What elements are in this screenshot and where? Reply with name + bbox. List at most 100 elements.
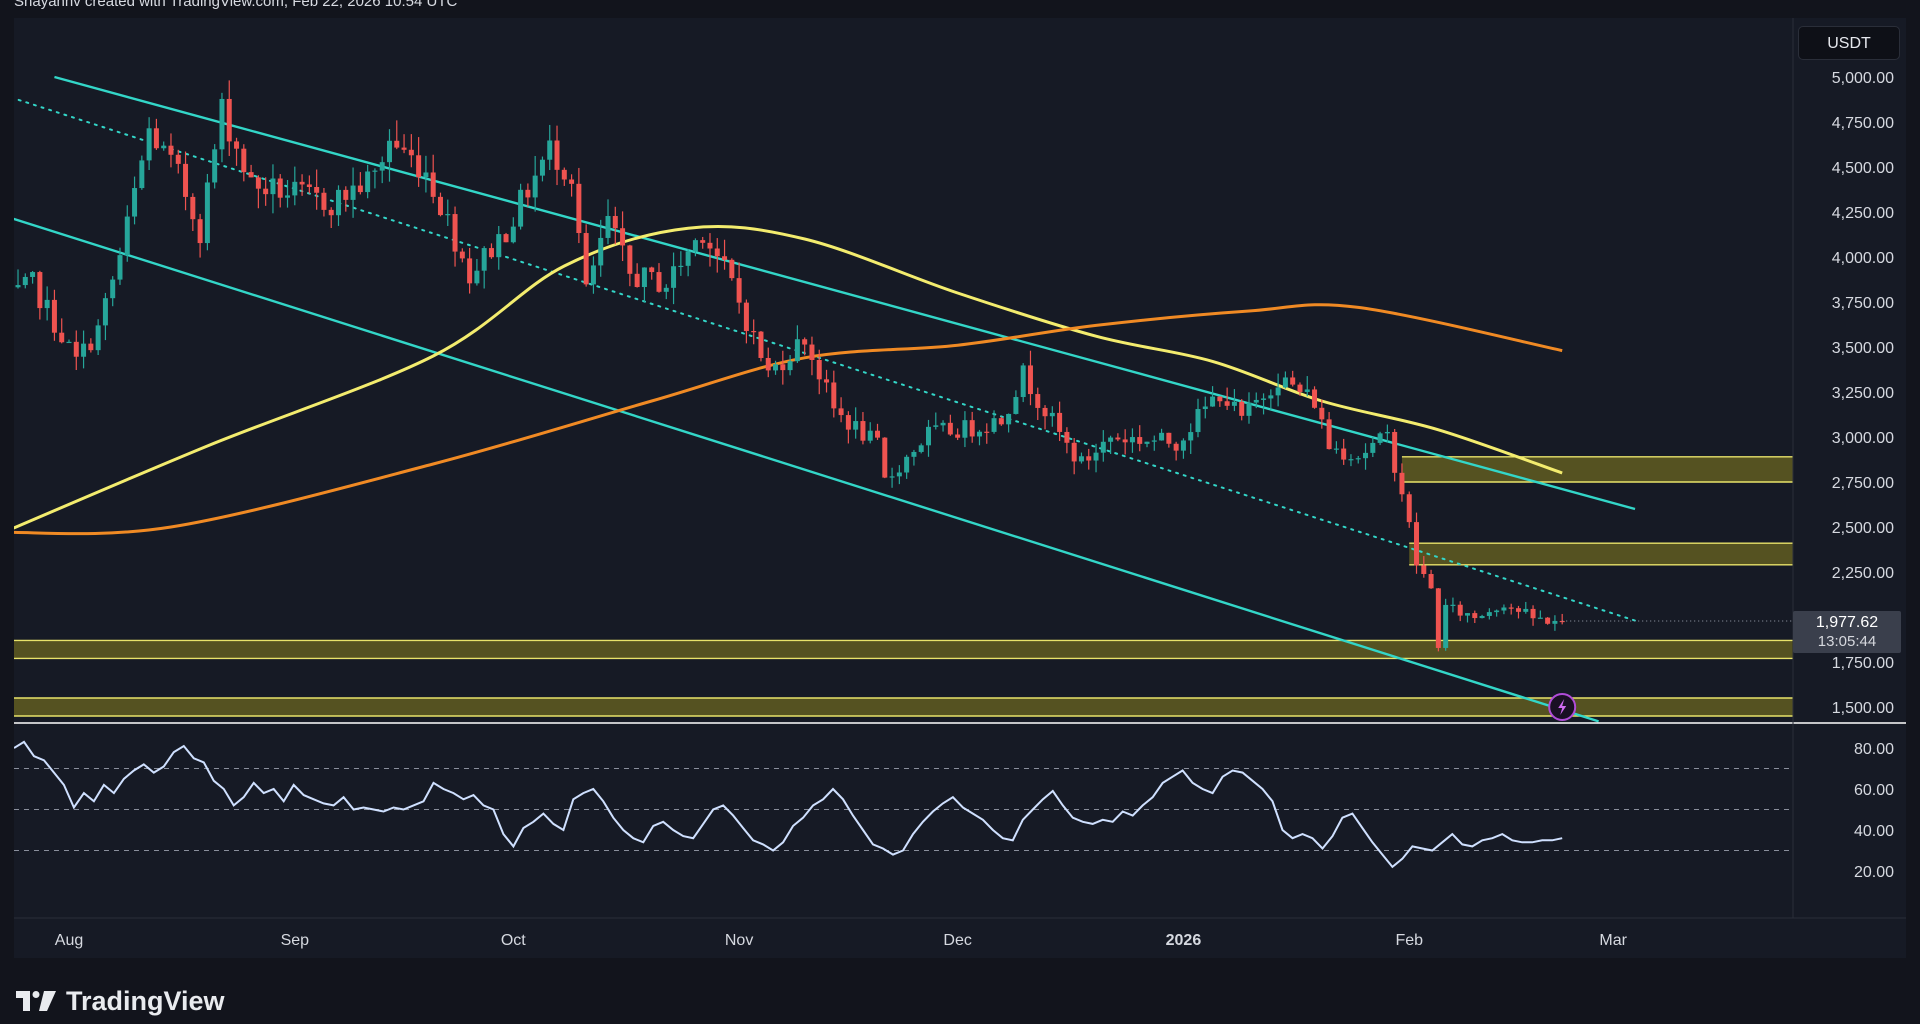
candle-body	[102, 298, 108, 326]
candle-body	[401, 147, 407, 150]
candle	[539, 156, 545, 182]
candle	[197, 213, 203, 258]
candle-body	[955, 434, 961, 438]
candle-body	[962, 420, 968, 438]
candle	[1312, 386, 1318, 409]
price-tick-label: 3,250.00	[1832, 385, 1894, 402]
candle	[1377, 431, 1383, 446]
candle	[882, 437, 888, 479]
rsi-tick-label: 40.00	[1854, 823, 1894, 840]
candle-body	[532, 175, 538, 198]
candle-body	[1100, 441, 1106, 453]
candle	[1326, 412, 1332, 450]
candle-body	[81, 343, 87, 357]
candle-body	[336, 189, 342, 216]
candle-body	[729, 259, 735, 279]
price-tick-label: 4,750.00	[1832, 115, 1894, 132]
tradingview-logo[interactable]: TradingView	[14, 984, 225, 1018]
candle	[365, 164, 371, 199]
candle	[758, 330, 764, 362]
candle-body	[190, 196, 196, 220]
time-tick-label: Oct	[501, 932, 526, 949]
candle-body	[605, 215, 611, 238]
candle-body	[1282, 377, 1288, 388]
candle	[816, 349, 822, 395]
candle	[634, 263, 640, 288]
candle-body	[1515, 608, 1521, 612]
candle	[1151, 435, 1157, 451]
candle	[285, 179, 291, 208]
candle	[1253, 392, 1259, 409]
candle-body	[153, 128, 159, 149]
candle	[314, 169, 320, 210]
candle	[700, 236, 706, 249]
tradingview-logo-icon	[16, 991, 56, 1011]
candle-body	[1326, 419, 1332, 450]
candle-body	[1377, 433, 1383, 443]
candle	[554, 125, 560, 186]
candle-body	[1115, 437, 1121, 440]
candle-body	[226, 98, 232, 142]
candle-body	[1552, 620, 1558, 624]
candle	[736, 262, 742, 314]
candle	[911, 449, 917, 466]
candle	[569, 174, 575, 197]
candle	[561, 167, 567, 186]
candle	[845, 411, 851, 444]
candle-body	[416, 155, 422, 178]
candle-body	[1399, 472, 1405, 495]
candle-body	[1530, 608, 1536, 619]
time-tick-label: Nov	[725, 932, 753, 949]
candle-body	[183, 163, 189, 197]
candle	[1515, 605, 1521, 619]
chart-panel[interactable]: 5,000.00 4,750.00 4,500.00 4,250.00 4,000.00…	[14, 18, 1906, 958]
candle	[263, 177, 269, 206]
candle-body	[1064, 431, 1070, 443]
candle	[1341, 438, 1347, 465]
currency-selector[interactable]: USDT	[1798, 26, 1900, 60]
candle-body	[1108, 437, 1114, 442]
time-tick-label: Mar	[1599, 932, 1627, 949]
candle	[255, 175, 261, 209]
candle	[1078, 452, 1084, 464]
candle	[598, 219, 604, 277]
candle-body	[204, 182, 210, 244]
candle	[328, 207, 334, 229]
candle	[743, 299, 749, 344]
candle	[1246, 392, 1252, 424]
candle	[1552, 615, 1558, 631]
candle-body	[430, 172, 436, 197]
candle	[277, 174, 283, 208]
candle-body	[1173, 443, 1179, 451]
candle	[1137, 425, 1143, 452]
candle-body	[1472, 613, 1478, 619]
candle	[969, 411, 975, 443]
candle-body	[292, 181, 298, 196]
candle-body	[1297, 384, 1303, 392]
candle-body	[343, 189, 349, 200]
candle	[503, 232, 509, 243]
candle-body	[328, 209, 334, 216]
candle-body	[1129, 437, 1135, 443]
candle	[1399, 463, 1405, 502]
candle-body	[1144, 441, 1150, 444]
alert-bolt-glyph	[1558, 699, 1567, 715]
candle	[867, 422, 873, 444]
candle	[1042, 405, 1048, 430]
candle-body	[561, 169, 567, 180]
alert-bolt-icon[interactable]	[1548, 693, 1577, 721]
candle	[467, 247, 473, 294]
candle	[496, 226, 502, 270]
candle	[459, 248, 465, 263]
candle	[612, 206, 618, 245]
candle	[853, 407, 859, 439]
candle	[692, 238, 698, 257]
candle	[773, 360, 779, 375]
candle	[838, 397, 844, 423]
candle	[794, 325, 800, 363]
candle-body	[394, 140, 400, 148]
candle-body	[773, 364, 779, 371]
price-chart-svg[interactable]: 5,000.00 4,750.00 4,500.00 4,250.00 4,000.00…	[14, 18, 1906, 958]
candle-body	[445, 214, 451, 216]
candle	[889, 467, 895, 488]
